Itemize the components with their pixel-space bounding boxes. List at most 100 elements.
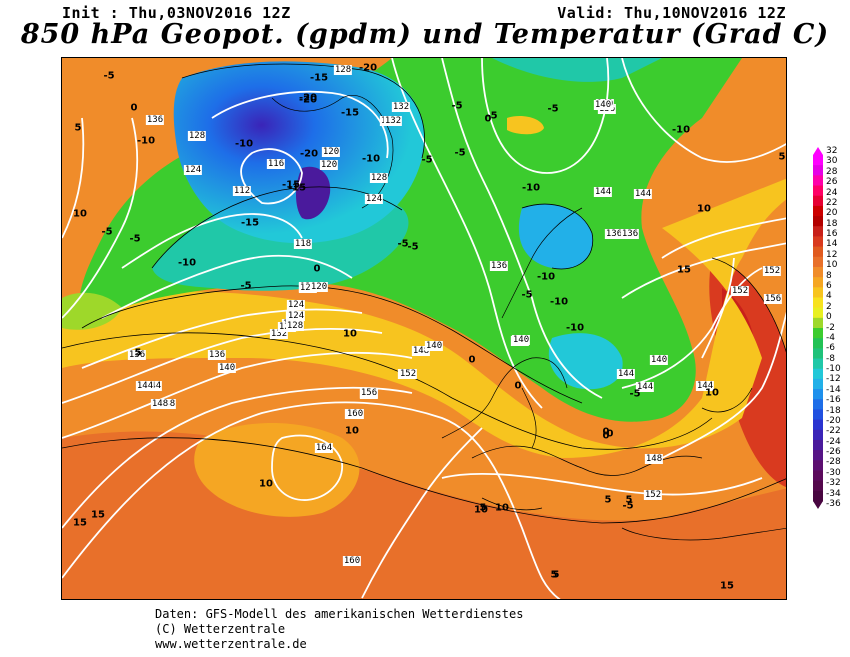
isobar-label: 124	[286, 300, 306, 310]
temp-label: 0	[313, 263, 321, 275]
isobar-label: 124	[364, 194, 384, 204]
scale-swatch	[813, 246, 823, 258]
scale-label: 22	[826, 197, 838, 208]
isobar-label: 136	[145, 115, 165, 125]
isobar-label: 152	[398, 369, 418, 379]
isobar-label: 120	[319, 160, 339, 170]
isobar-label: 120	[309, 282, 329, 292]
temp-label: -5	[129, 233, 141, 245]
credits-copyright: (C) Wetterzentrale	[155, 622, 286, 636]
scale-label: -34	[826, 488, 841, 499]
scale-label: -30	[826, 467, 841, 478]
temp-label: 5	[552, 569, 560, 581]
temp-field-north-yellow	[507, 116, 544, 135]
valid-time-label: Valid: Thu,10NOV2016 12Z	[557, 4, 786, 22]
scale-label: 24	[826, 187, 838, 198]
scale-label: 16	[826, 229, 838, 240]
weather-map: 156 148 144 140 136 132 128 124 120 116 …	[61, 57, 787, 600]
scale-swatch	[813, 175, 823, 187]
isobar-label: 148	[644, 454, 664, 464]
isobar-label: 124	[183, 165, 203, 175]
temp-label: 10	[343, 328, 357, 340]
chart-title: 850 hPa Geopot. (gpdm) und Temperatur (G…	[20, 19, 830, 50]
temp-label: -5	[451, 100, 463, 112]
isobar-label: 124	[286, 311, 306, 321]
scale-swatch	[813, 490, 823, 502]
scale-swatch	[813, 297, 823, 309]
isobar-label: 132	[269, 329, 289, 339]
scale-label: 20	[826, 208, 838, 219]
temp-label: 5	[604, 494, 612, 506]
scale-swatch	[813, 256, 823, 268]
temp-label: 0	[602, 430, 610, 442]
temp-label: -5	[407, 241, 419, 253]
isobar-label: 144	[633, 189, 653, 199]
scale-label: -26	[826, 447, 841, 458]
scale-label: -12	[826, 374, 841, 385]
scale-swatch	[813, 439, 823, 451]
scale-swatch	[813, 470, 823, 482]
scale-label: 10	[826, 260, 838, 271]
map-canvas	[62, 58, 786, 599]
isobar-label: 136	[127, 350, 147, 360]
temp-field-cold-core	[296, 166, 331, 220]
temp-label: -15	[309, 72, 329, 84]
temp-label: -15	[287, 182, 307, 194]
temp-label: 15	[720, 580, 734, 592]
isobar-label: 112	[232, 186, 252, 196]
isobar-label: 120	[298, 283, 318, 293]
scale-label: 14	[826, 239, 838, 250]
temp-label: -10	[177, 257, 197, 269]
credits-website: www.wetterzentrale.de	[155, 637, 307, 651]
temp-label: -5	[486, 110, 498, 122]
scale-label: -4	[826, 332, 835, 343]
scale-swatch	[813, 328, 823, 339]
isobar-label: 128	[187, 131, 207, 141]
scale-label: 8	[826, 270, 832, 281]
scale-swatch	[813, 226, 823, 237]
init-time-label: Init : Thu,03NOV2016 12Z	[62, 4, 291, 22]
temp-label: -5	[101, 226, 113, 238]
scale-swatch	[813, 450, 823, 461]
scale-label: 12	[826, 249, 838, 260]
temp-label: -5	[454, 147, 466, 159]
scale-label: -16	[826, 395, 841, 406]
scale-label: 18	[826, 218, 838, 229]
isobar-label: 128	[369, 173, 389, 183]
isobar-label: 156	[359, 388, 379, 398]
scale-swatch	[813, 460, 823, 471]
color-scale-bar	[813, 147, 823, 509]
scale-swatch	[813, 348, 823, 360]
isobar-label: 140	[593, 100, 613, 110]
isobar-label: 132	[391, 102, 411, 112]
scale-swatch	[813, 419, 823, 431]
temp-label: 5	[550, 569, 558, 581]
isobar-label: 120	[321, 147, 341, 157]
scale-swatch	[813, 165, 823, 176]
temp-label: 5	[479, 502, 487, 514]
scale-top-arrow	[813, 147, 823, 155]
scale-label: -6	[826, 343, 835, 354]
isobar-label: 136	[620, 229, 640, 239]
temp-label: -10	[565, 322, 585, 334]
isobars	[62, 58, 786, 599]
temp-field-cold-dome	[173, 61, 425, 244]
isobar-label: 164	[314, 443, 334, 453]
scale-swatch	[813, 399, 823, 410]
temp-label: -10	[549, 296, 569, 308]
scale-label: -22	[826, 426, 841, 437]
temp-label: 10	[474, 504, 488, 516]
isobar-label: 140	[649, 355, 669, 365]
temp-label: 5	[134, 347, 142, 359]
temp-label: -20	[299, 148, 319, 160]
scale-label: 0	[826, 312, 832, 323]
temp-label: -10	[536, 271, 556, 283]
scale-swatch	[813, 317, 823, 329]
temp-label: 5	[778, 151, 786, 163]
temp-label: 10	[495, 502, 509, 514]
scale-label: -32	[826, 478, 841, 489]
temp-label: 10	[705, 387, 719, 399]
temp-label: 5	[625, 494, 633, 506]
isobar-label: 140	[511, 335, 531, 345]
scale-swatch	[813, 409, 823, 421]
